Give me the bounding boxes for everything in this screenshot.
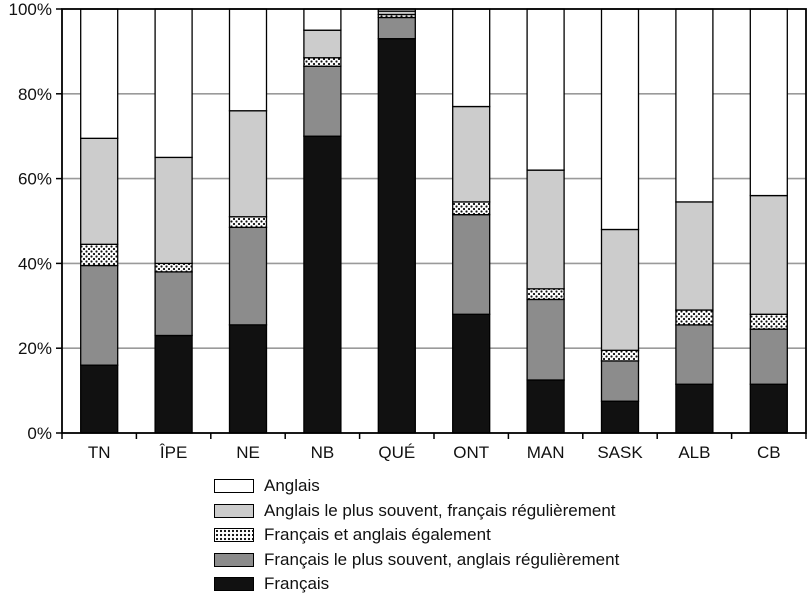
y-tick-label: 60% <box>18 170 52 189</box>
bar-segment-qué-0 <box>377 38 416 434</box>
legend-swatch <box>214 577 254 592</box>
legend-swatch <box>214 528 254 543</box>
bar-segment-tn-2 <box>80 243 119 267</box>
y-tick-label: 20% <box>18 339 52 358</box>
bar-segment-ont-2 <box>452 201 491 216</box>
bar-segment-ne-2 <box>228 216 268 229</box>
bar-segment-sask-1 <box>600 360 640 402</box>
legend-swatch <box>214 552 254 567</box>
y-tick-label: 80% <box>18 85 52 104</box>
x-tick-label: CB <box>757 443 781 462</box>
bar-segment-cb-2 <box>749 313 788 330</box>
x-tick-label: NB <box>311 443 335 462</box>
bar-segment-nb-4 <box>303 8 342 31</box>
legend-swatch <box>214 503 254 518</box>
legend-item: Anglais <box>214 474 619 499</box>
x-tick-labels: TN ÎPE NE NB QUÉ ONT MAN SASK ALB CB <box>61 433 807 462</box>
y-tick-label: 40% <box>18 254 52 273</box>
legend-label: Français <box>264 574 330 594</box>
x-tick-label: ÎPE <box>159 443 187 462</box>
bar-segment-îpe-2 <box>154 262 193 273</box>
y-tick-label: 0% <box>27 424 52 443</box>
bar-segment-alb-3 <box>675 201 714 311</box>
x-tick-label: QUÉ <box>378 443 415 462</box>
y-tick-label: 100% <box>9 0 52 19</box>
bar-segment-ne-4 <box>228 8 268 112</box>
legend-item: Français le plus souvent, anglais réguli… <box>214 548 619 573</box>
bar-segment-man-4 <box>526 8 565 171</box>
bar-segment-nb-1 <box>303 65 342 137</box>
x-tick-label: MAN <box>527 443 565 462</box>
y-tick-labels: 0% 20% 40% 60% 80% 100% <box>9 0 62 443</box>
bar-segment-îpe-3 <box>154 156 193 265</box>
x-tick-label: ALB <box>678 443 710 462</box>
bar-segment-cb-0 <box>749 383 788 434</box>
bar-segment-sask-4 <box>600 8 640 231</box>
x-tick-label: SASK <box>597 443 643 462</box>
bar-segment-cb-1 <box>749 328 788 385</box>
bar-segment-îpe-0 <box>154 334 193 434</box>
bar-segment-tn-4 <box>80 8 119 139</box>
bar-segment-sask-2 <box>600 349 640 362</box>
legend-label: Anglais le plus souvent, français réguli… <box>264 500 616 520</box>
bar-segment-tn-3 <box>80 137 119 245</box>
bar-segment-nb-2 <box>303 57 342 67</box>
bar-segment-sask-0 <box>600 400 640 434</box>
bar-segment-tn-0 <box>80 364 119 434</box>
legend-label: Anglais <box>264 476 320 496</box>
bar-segment-ne-1 <box>228 226 268 326</box>
bar-segment-îpe-1 <box>154 271 193 337</box>
legend: Anglais Anglais le plus souvent, français… <box>214 474 619 597</box>
bar-segment-nb-3 <box>303 29 342 59</box>
stacked-bar-chart: 0% 20% 40% 60% 80% 100% TN ÎPE NE NB QUÉ ONT MAN SAS… <box>9 0 807 462</box>
bar-segment-man-0 <box>526 379 565 434</box>
bar-segment-alb-1 <box>675 324 714 385</box>
bar-segment-cb-4 <box>749 8 788 197</box>
bar-segment-cb-3 <box>749 194 788 315</box>
bar-segment-tn-1 <box>80 264 119 366</box>
bar-segment-ont-1 <box>452 213 491 315</box>
legend-item: Anglais le plus souvent, français réguli… <box>214 499 619 524</box>
bar-segment-ont-4 <box>452 8 491 108</box>
x-tick-label: TN <box>88 443 111 462</box>
bar-segment-alb-2 <box>675 309 714 326</box>
bar-segment-man-3 <box>526 169 565 290</box>
legend-label: Français et anglais également <box>264 525 491 545</box>
x-tick-label: ONT <box>453 443 489 462</box>
bar-segment-man-2 <box>526 288 565 301</box>
bar-segment-îpe-4 <box>154 8 193 159</box>
legend-swatch <box>214 479 254 494</box>
x-tick-label: NE <box>236 443 260 462</box>
bar-segment-ont-0 <box>452 313 491 434</box>
bar-segment-sask-3 <box>600 228 640 351</box>
legend-label: Français le plus souvent, anglais réguli… <box>264 549 620 569</box>
bar-segment-qué-1 <box>377 16 416 40</box>
bars <box>80 8 788 434</box>
legend-item: Français et anglais également <box>214 523 619 548</box>
bar-segment-ne-0 <box>228 324 268 434</box>
bar-segment-nb-0 <box>303 135 342 434</box>
bar-segment-man-1 <box>526 298 565 381</box>
bar-segment-ont-3 <box>452 105 491 203</box>
bar-segment-ne-3 <box>228 110 268 218</box>
bar-segment-alb-4 <box>675 8 714 203</box>
bar-segment-alb-0 <box>675 383 714 434</box>
legend-item: Français <box>214 572 619 597</box>
